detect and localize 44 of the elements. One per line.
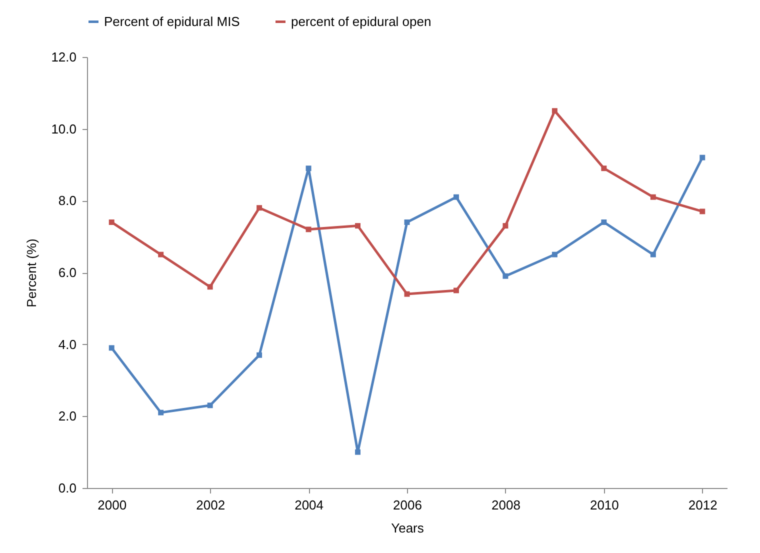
point [502, 223, 508, 229]
legend-label: percent of epidural open [291, 14, 432, 29]
point [601, 219, 607, 225]
x-tick-label: 2010 [590, 498, 619, 512]
point [207, 402, 213, 408]
point [650, 194, 656, 200]
point [502, 273, 508, 279]
point [453, 194, 459, 200]
point [700, 208, 706, 214]
x-tick-label: 2012 [688, 498, 718, 512]
point [404, 291, 410, 297]
point [158, 252, 164, 258]
y-tick-label: 10.0 [51, 121, 76, 136]
point [306, 166, 312, 172]
point [108, 345, 114, 351]
point [700, 154, 706, 160]
point [256, 205, 262, 211]
point [601, 166, 607, 172]
x-tick-label: 2008 [492, 498, 520, 512]
point [207, 284, 213, 290]
point [355, 449, 361, 455]
x-tick-label: 2000 [98, 498, 127, 512]
x-axis-title: Years [391, 520, 424, 536]
point [306, 226, 312, 232]
y-tick-label: 2.0 [58, 408, 76, 424]
y-tick-label: 6.0 [58, 265, 76, 280]
point [158, 410, 164, 416]
y-tick-label: 8.0 [58, 193, 76, 208]
point [552, 108, 558, 114]
point [552, 252, 558, 258]
x-tick-label: 2006 [393, 498, 422, 512]
y-axis-title: Percent (%) [24, 238, 40, 308]
point [256, 352, 262, 358]
y-tick-label: 0.0 [58, 480, 76, 496]
point [650, 252, 656, 258]
x-tick-label: 2004 [294, 498, 324, 512]
point [355, 223, 361, 229]
point [453, 288, 459, 294]
y-tick-label: 12.0 [51, 50, 76, 64]
point [108, 219, 114, 225]
point [404, 219, 410, 225]
y-tick-label: 4.0 [58, 336, 76, 352]
legend-label: Percent of epidural MIS [104, 14, 240, 29]
x-tick-label: 2002 [196, 498, 226, 512]
